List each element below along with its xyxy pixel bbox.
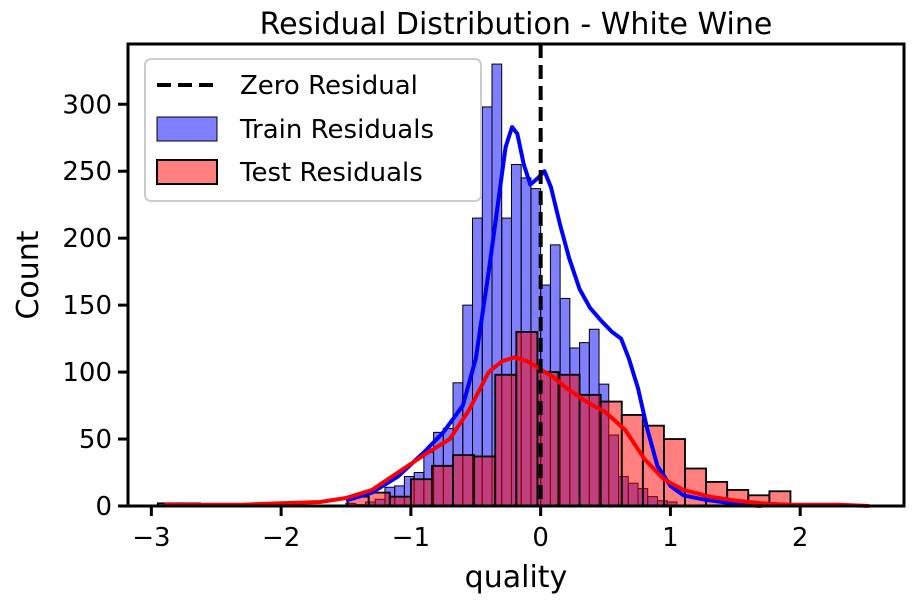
- y-tick-label: 300: [62, 90, 112, 120]
- y-tick-label: 250: [62, 157, 112, 187]
- y-tick-label: 200: [62, 224, 112, 254]
- legend-test-swatch: [156, 159, 218, 185]
- test-bar: [409, 478, 433, 507]
- legend-test-label: Test Residuals: [239, 158, 423, 188]
- y-axis-ticks: 0 50 100 150 200 250 300: [62, 90, 128, 522]
- test-bars: [156, 331, 792, 507]
- test-bar: [473, 455, 497, 507]
- test-bar: [578, 393, 602, 507]
- x-tick-label: 1: [662, 523, 679, 553]
- legend-train-label: Train Residuals: [239, 115, 434, 145]
- test-bar: [494, 373, 518, 507]
- y-tick-label: 150: [62, 291, 112, 321]
- test-bar: [452, 454, 476, 507]
- x-tick-label: 2: [792, 523, 809, 553]
- y-tick-label: 100: [62, 358, 112, 388]
- train-kde-line: [345, 125, 762, 508]
- x-tick-label: −2: [262, 523, 300, 553]
- x-axis-ticks: −3 −2 −1 0 1 2: [132, 506, 808, 553]
- y-tick-label: 0: [95, 492, 112, 522]
- legend: Zero Residual Train Residuals Test Resid…: [144, 58, 482, 202]
- x-tick-label: 0: [532, 523, 549, 553]
- test-bar: [431, 464, 454, 507]
- y-tick-label: 50: [79, 425, 112, 455]
- y-axis-label: Count: [11, 230, 46, 319]
- x-tick-label: −3: [132, 523, 170, 553]
- plot-frame: [126, 42, 906, 508]
- legend-zero-label: Zero Residual: [240, 71, 418, 101]
- x-tick-label: −1: [392, 523, 430, 553]
- x-axis-label: quality: [465, 560, 568, 595]
- chart-title: Residual Distribution - White Wine: [260, 7, 773, 42]
- legend-train-swatch: [156, 116, 218, 142]
- legend-box: [144, 58, 482, 202]
